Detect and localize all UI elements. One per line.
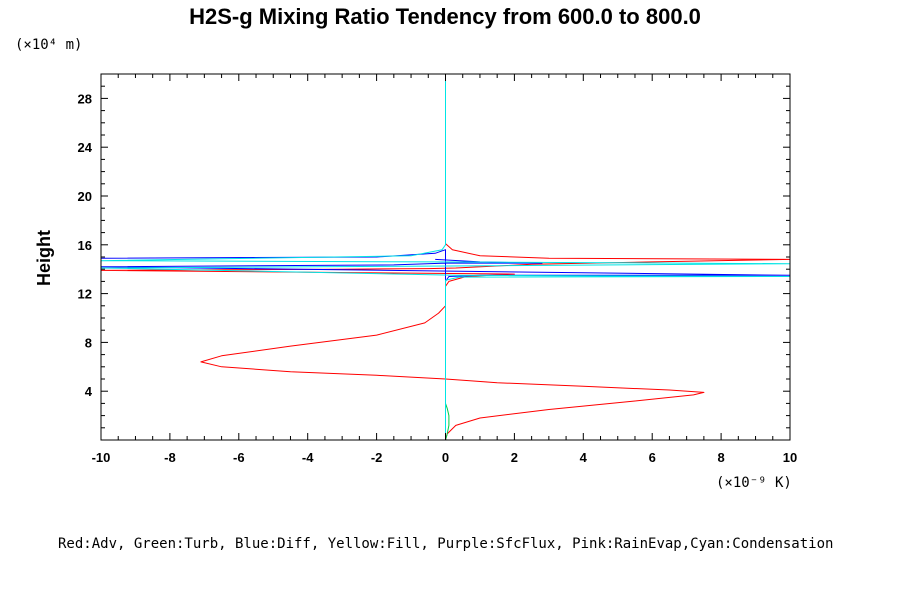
series-layer [101, 74, 790, 440]
plot-frame [100, 73, 791, 441]
x-tick-label: -2 [371, 450, 383, 465]
x-tick-label: 0 [442, 450, 449, 465]
x-tick-label: -8 [164, 450, 176, 465]
y-tick-label: 4 [85, 384, 93, 399]
y-unit-label: (×10⁴ m) [15, 37, 82, 53]
y-tick-label: 24 [78, 140, 93, 155]
y-tick-label: 16 [78, 238, 92, 253]
chart-title: H2S-g Mixing Ratio Tendency from 600.0 t… [189, 4, 701, 29]
x-unit-label: (×10⁻⁹ K) [716, 475, 792, 491]
x-tick-label: -6 [233, 450, 245, 465]
y-tick-label: 8 [85, 335, 92, 350]
series-line-condensation [101, 74, 790, 440]
y-tick-label: 12 [78, 287, 92, 302]
legend-text: Red:Adv, Green:Turb, Blue:Diff, Yellow:F… [58, 536, 833, 552]
x-tick-label: -4 [302, 450, 314, 465]
x-tick-label: 6 [649, 450, 656, 465]
x-tick-label: 4 [580, 450, 588, 465]
y-tick-label: 28 [78, 91, 92, 106]
series-line-turb [445, 403, 450, 440]
x-tick-label: 8 [717, 450, 724, 465]
series-line-adv [101, 243, 790, 440]
y-axis-label: Height [34, 230, 54, 286]
x-tick-label: 10 [783, 450, 797, 465]
y-tick-label: 20 [78, 189, 92, 204]
x-tick-label: -10 [92, 450, 111, 465]
x-tick-label: 2 [511, 450, 518, 465]
series-line-diff [101, 249, 790, 282]
